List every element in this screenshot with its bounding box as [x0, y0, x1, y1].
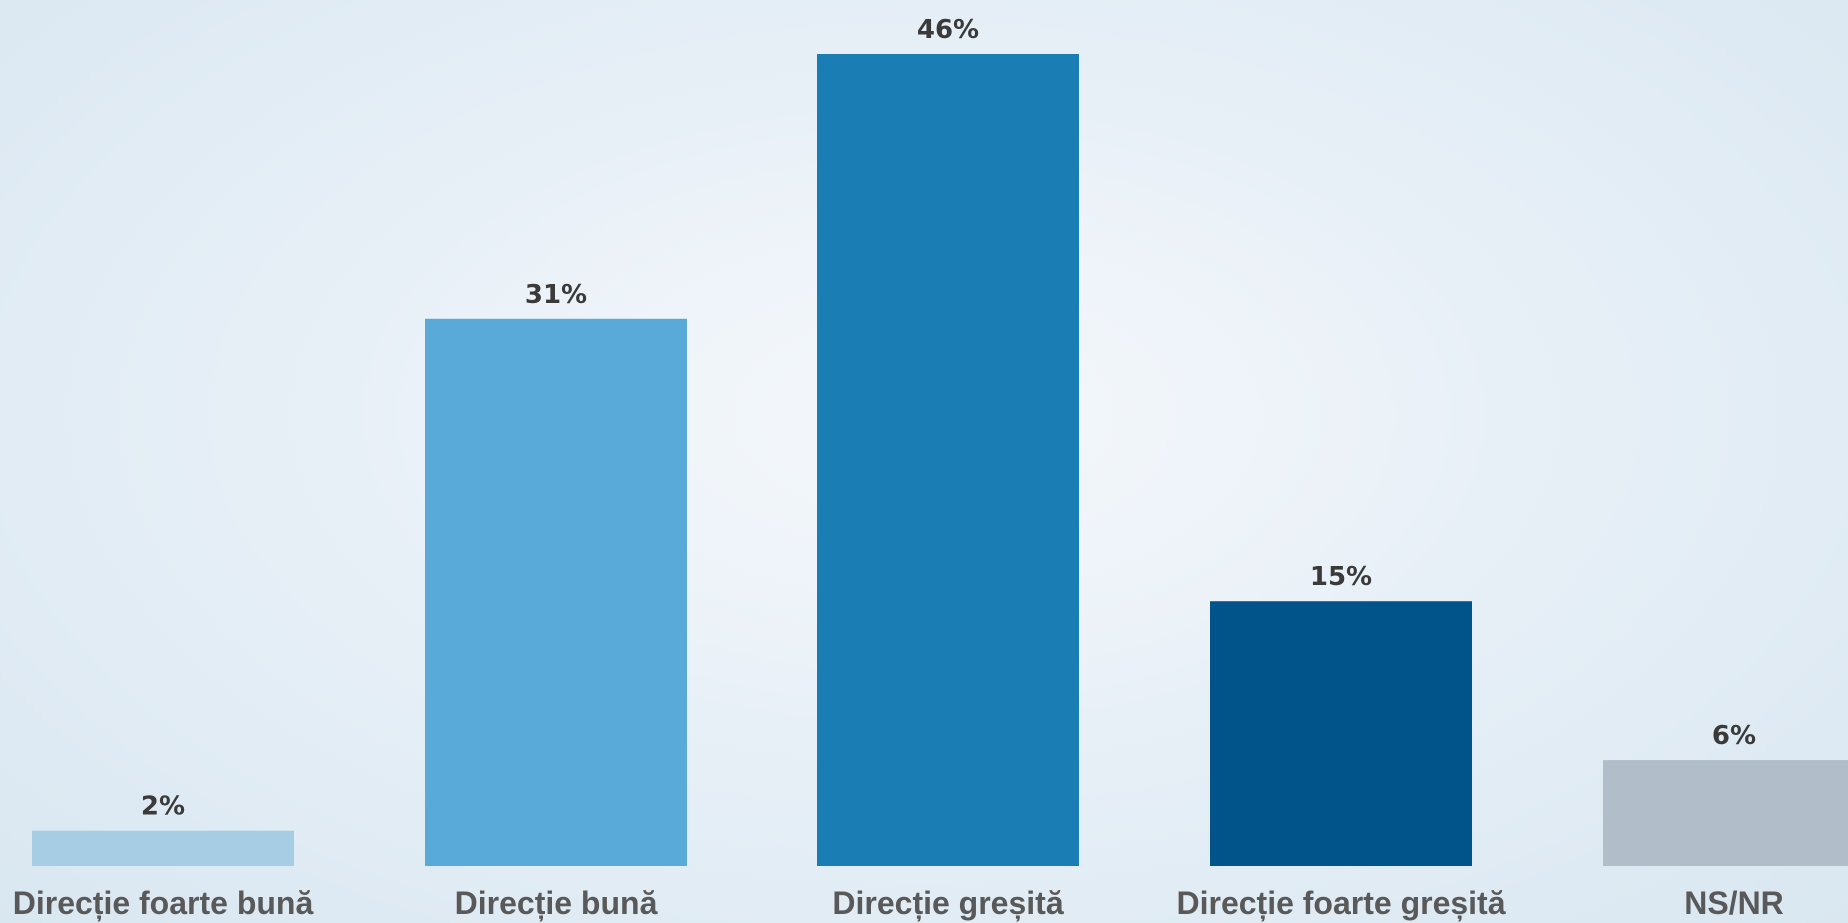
value-label-4: 15% [1310, 562, 1372, 592]
bar-1 [32, 830, 294, 866]
value-label-2: 31% [525, 280, 587, 310]
category-label-3: Direcție greșită [832, 885, 1063, 921]
bar-5 [1603, 760, 1848, 866]
category-label-5: NS/NR [1684, 885, 1784, 921]
value-label-5: 6% [1712, 721, 1756, 751]
bar-4 [1210, 601, 1472, 866]
category-label-1: Direcție foarte bună [13, 885, 314, 921]
bar-3 [817, 54, 1079, 866]
bar-2 [425, 318, 687, 867]
category-label-4: Direcție foarte greșită [1176, 885, 1505, 921]
bars-group [32, 54, 1848, 867]
value-label-1: 2% [141, 792, 185, 822]
value-labels-group: 2% 31% 46% 15% 6% [141, 15, 1756, 822]
value-label-3: 46% [917, 15, 979, 45]
category-labels-group: Direcție foarte bună Direcție bună Direcți… [13, 885, 1784, 921]
category-label-2: Direcție bună [455, 885, 658, 921]
